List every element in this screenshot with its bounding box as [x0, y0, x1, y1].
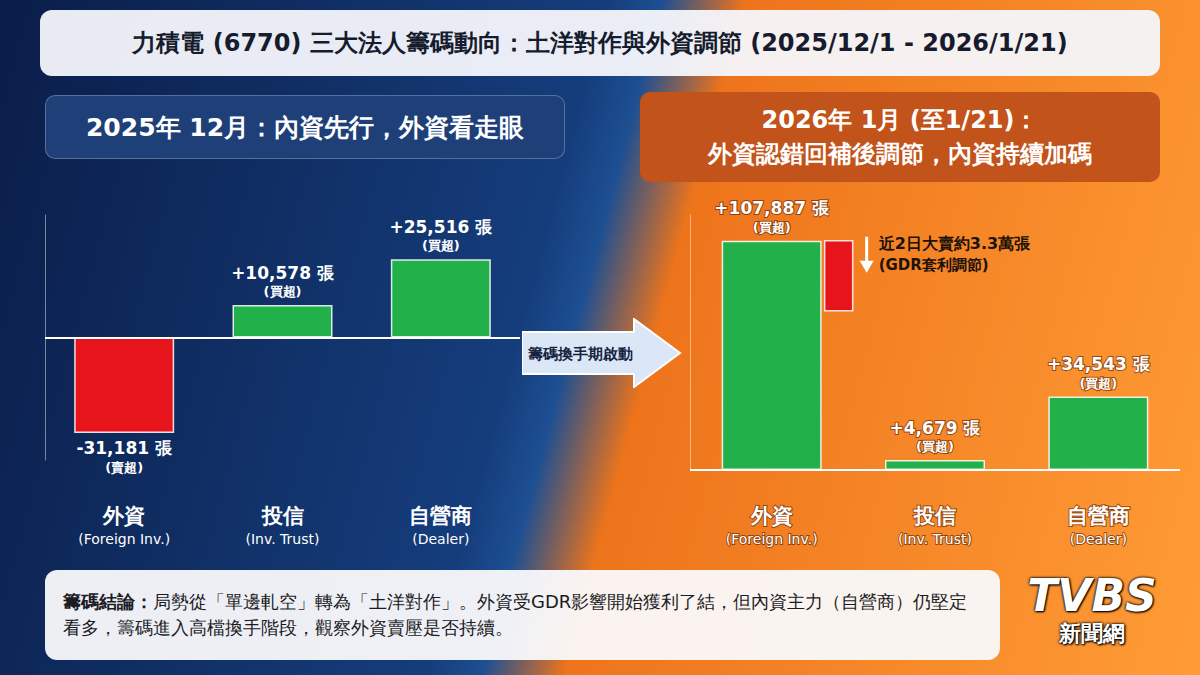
- svg-text:(Dealer): (Dealer): [1070, 531, 1127, 547]
- svg-text:近2日大賣約3.3萬張: 近2日大賣約3.3萬張: [878, 234, 1031, 253]
- html-text:新聞網: 新聞網: [1059, 621, 1125, 646]
- svg-text:(Foreign Inv.): (Foreign Inv.): [78, 531, 170, 547]
- svg-text:(買超): (買超): [1079, 376, 1117, 391]
- svg-text:外資: 外資: [102, 504, 145, 528]
- svg-text:(Inv. Trust): (Inv. Trust): [246, 531, 320, 547]
- html-text:外資認錯回補後調節，內資持續加碼: 外資認錯回補後調節，內資持續加碼: [708, 140, 1092, 168]
- svg-text:-31,181 張: -31,181 張: [76, 438, 173, 458]
- svg-text:(GDR套利調節): (GDR套利調節): [879, 256, 989, 274]
- html-text:2025年 12月：內資先行，外資看走眼: 2025年 12月：內資先行，外資看走眼: [86, 112, 524, 142]
- svg-text:(買超): (買超): [422, 238, 460, 253]
- svg-text:(買超): (買超): [916, 439, 954, 454]
- svg-text:(Foreign Inv.): (Foreign Inv.): [726, 531, 818, 547]
- svg-text:籌碼換手期啟動: 籌碼換手期啟動: [527, 345, 633, 363]
- html-text:2026年 1月 (至1/21)：: 2026年 1月 (至1/21)：: [761, 106, 1039, 134]
- html-text:TVBS: TVBS: [1027, 570, 1157, 621]
- svg-text:+4,679 張: +4,679 張: [890, 418, 982, 438]
- svg-text:自營商: 自營商: [1067, 504, 1130, 528]
- html-text:籌碼結論：局勢從「單邊軋空」轉為「土洋對作」。外資受GDR影: 籌碼結論：局勢從「單邊軋空」轉為「土洋對作」。外資受GDR影響開始獲利了結，但內…: [63, 591, 968, 638]
- svg-text:(Dealer): (Dealer): [412, 531, 469, 547]
- svg-text:(買超): (買超): [264, 284, 302, 299]
- svg-text:自營商: 自營商: [409, 504, 472, 528]
- svg-text:投信: 投信: [261, 504, 304, 528]
- svg-text:外資: 外資: [750, 504, 793, 528]
- svg-text:+34,543 張: +34,543 張: [1047, 354, 1151, 374]
- svg-text:+107,887 張: +107,887 張: [714, 198, 830, 218]
- svg-text:(買超): (買超): [753, 220, 791, 235]
- svg-text:(Inv. Trust): (Inv. Trust): [898, 531, 972, 547]
- svg-text:(賣超): (賣超): [105, 460, 143, 475]
- svg-text:+25,516 張: +25,516 張: [389, 217, 493, 237]
- svg-text:+10,578 張: +10,578 張: [231, 263, 335, 283]
- html-text:力積電 (6770) 三大法人籌碼動向：土洋對作與外資調節: 力積電 (6770) 三大法人籌碼動向：土洋對作與外資調節 (2025/12/1…: [132, 29, 1068, 57]
- svg-text:投信: 投信: [913, 504, 956, 528]
